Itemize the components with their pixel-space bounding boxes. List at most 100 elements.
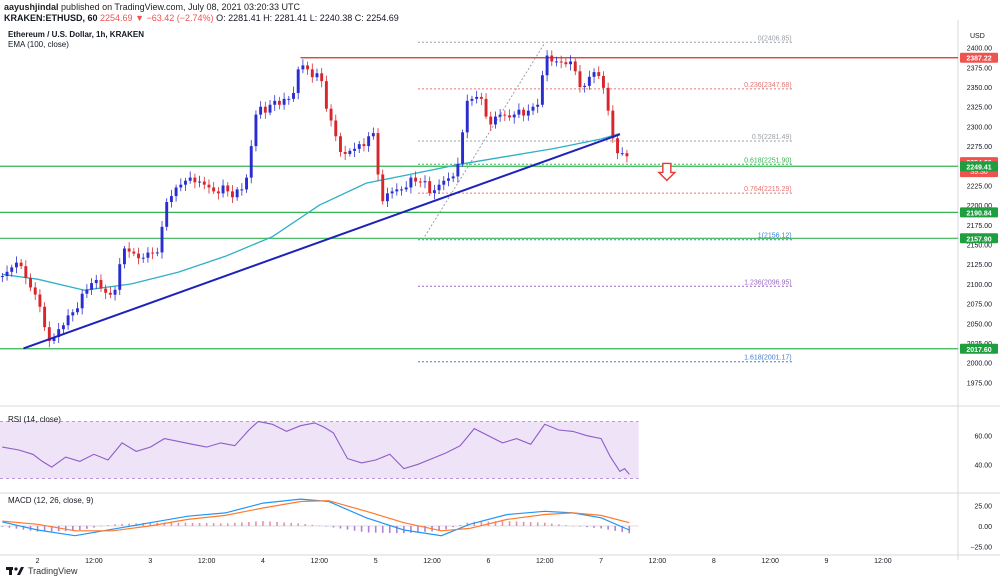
candle-body [536,104,540,107]
candle-body [503,114,507,116]
macd-histogram-bar [501,521,504,526]
candle-body [292,92,295,99]
candle-body [99,279,103,289]
candle-body [343,152,347,154]
candle-body [169,196,173,203]
symbol-name[interactable]: KRAKEN:ETHUSD, 60 [4,13,98,23]
macd-histogram-bar [572,525,574,527]
macd-histogram-bar [388,525,391,533]
time-tick-label: 12:00 [761,558,779,565]
rsi-line [2,420,630,475]
candle-body [362,144,366,147]
macd-histogram-bar [367,525,370,533]
candle-body [353,148,357,151]
author-name[interactable]: aayushjindal [4,2,59,12]
macd-histogram-bar [219,523,222,526]
candle-body [583,85,587,88]
macd-histogram-bar [86,525,88,529]
price-axis[interactable]: 1975.002000.002025.002050.002075.002100.… [960,46,998,552]
macd-histogram-bar [79,525,81,531]
candle-body [179,184,183,188]
macd-histogram-bar [1,525,4,527]
time-tick-label: 8 [712,558,716,565]
price-tick-label: 2400.00 [967,46,992,53]
fib-level-label: 0.764(2215.29) [744,186,791,193]
macd-histogram-bar [22,525,25,530]
candle-body [573,61,577,72]
candle-body [19,262,23,267]
publish-info: aayushjindal published on TradingView.co… [4,2,300,12]
rsi-panel [0,420,639,479]
candle-body [564,62,568,65]
price-tick-label: 2100.00 [967,282,992,289]
candle-body [508,115,511,118]
candle-body [85,289,89,294]
fib-level-label: 1.618(2001.17) [744,355,791,362]
candle-body [57,329,61,338]
macd-histogram-bar [473,521,476,526]
price-tick-label: 2075.00 [967,302,992,309]
candle-body [592,72,596,77]
price-tick-label: 2300.00 [967,124,992,131]
macd-histogram-bar [381,525,384,533]
price-tag [960,161,998,172]
macd-histogram-bar [163,522,166,526]
price-tag-value: 2190.84 [966,210,991,217]
macd-histogram-bar [543,522,546,526]
macd-histogram-bar [304,524,307,526]
macd-histogram-bar [198,522,201,526]
price-tick-label: 2350.00 [967,85,992,92]
candle-body [400,189,403,191]
price-tag-value: 2017.60 [966,347,991,354]
candle-body [66,315,70,326]
macd-histogram-bar [311,524,314,526]
axis-background [958,20,1000,566]
candle-countdown: 39:36 [970,169,988,176]
chart-canvas[interactable]: 0(2406.85) 0.236(2347.68) 0.5(2281.49) 0.61… [0,0,1000,566]
candle-body [146,252,150,258]
candle-body [141,257,145,259]
candle-body [43,306,47,328]
candle-body [587,76,591,86]
candle-body [329,108,333,121]
candle-body [198,181,202,183]
candle-body [625,153,629,157]
candle-body [461,132,465,164]
candle-body [339,136,342,153]
candle-body [550,55,554,62]
candle-body [616,138,619,154]
price-tick-label: 2000.00 [967,361,992,368]
macd-histogram-bar [558,524,560,526]
candle-body [90,283,94,290]
macd-histogram-bar [184,522,187,526]
candle-body [493,116,497,125]
candle-body [216,191,220,194]
macd-histogram-bar [607,525,609,530]
candle-body [137,253,140,259]
candle-body [296,69,300,93]
candle-body [447,178,450,181]
macd-histogram-bar [508,521,511,526]
price-tag [960,207,998,218]
macd-histogram-bar [149,522,152,526]
rsi-tick-label: 60.00 [974,434,992,441]
macd-histogram-bar [445,525,447,530]
macd-histogram-bar [417,525,419,533]
last-price: 2254.69 [100,13,133,23]
candle-body [113,289,117,295]
macd-panel [0,498,639,537]
candle-body [184,180,187,185]
macd-histogram-bar [170,522,173,526]
time-tick-label: 4 [261,558,265,565]
candle-body [601,76,605,88]
candle-body [428,181,432,193]
time-tick-label: 2 [36,558,40,565]
macd-histogram-bar [318,525,321,527]
candle-body [531,106,535,111]
macd-histogram-bar [480,521,483,526]
candles [0,50,629,348]
candle-body [390,191,394,194]
time-axis[interactable]: 2 12:00 3 12:00 4 12:00 5 12:00 6 12:00 7 12:00 8 12:… [36,558,892,565]
price-tag [960,52,998,63]
candle-body [606,87,610,111]
